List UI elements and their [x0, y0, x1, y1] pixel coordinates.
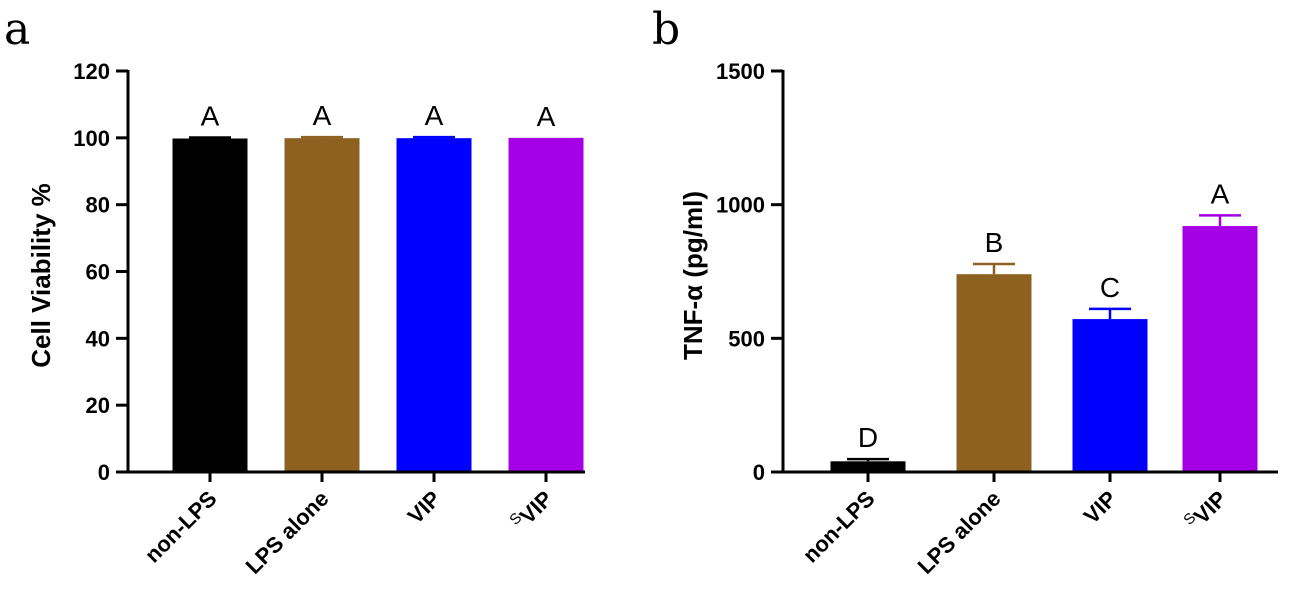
y-tick-label: 60 — [86, 260, 110, 285]
panel-letter: b — [652, 4, 680, 55]
category-label-1: non-LPS — [140, 486, 222, 568]
category-label-3: VIP — [403, 486, 446, 529]
category-label-2: LPS alone — [241, 486, 334, 579]
bar-3 — [1072, 319, 1148, 472]
category-label-1: non-LPS — [798, 486, 880, 568]
bar-2 — [284, 138, 360, 473]
y-tick-label: 40 — [86, 326, 110, 351]
y-tick-label: 500 — [728, 326, 765, 351]
bar-3 — [396, 138, 472, 473]
y-tick-label: 1500 — [716, 59, 765, 84]
significance-label-4: A — [1211, 178, 1230, 209]
significance-label-3: A — [425, 100, 444, 131]
significance-label-4: A — [537, 101, 556, 132]
y-axis-title: Cell Viability % — [26, 183, 56, 367]
category-label-3: VIP — [1079, 486, 1122, 529]
bar-4 — [508, 137, 584, 473]
y-tick-label: 0 — [98, 460, 110, 485]
bar-4 — [1182, 226, 1258, 472]
panel-b-chart: b D B C A 0 500 1000 1500 non-LPS LPS alone VIP SVIP… — [652, 4, 1278, 579]
y-tick-label: 20 — [86, 393, 110, 418]
y-tick-label: 100 — [73, 126, 110, 151]
bar-1 — [172, 138, 248, 473]
category-label-4: SVIP — [506, 484, 557, 535]
significance-label-2: B — [985, 227, 1004, 258]
category-label-2: LPS alone — [913, 486, 1006, 579]
bar-2 — [956, 274, 1032, 472]
y-tick-label: 0 — [753, 460, 765, 485]
panel-letter: a — [4, 4, 30, 55]
category-label-4: SVIP — [1180, 484, 1231, 535]
y-tick-label: 1000 — [716, 193, 765, 218]
panel-a-chart: a A A A A 0 20 40 60 80 100 120 non-LPS LPS alone VIP S… — [4, 4, 585, 579]
y-tick-label: 120 — [73, 59, 110, 84]
significance-label-3: C — [1100, 272, 1120, 303]
y-tick-label: 80 — [86, 193, 110, 218]
bar-1 — [830, 461, 906, 472]
significance-label-1: D — [858, 422, 878, 453]
significance-label-2: A — [313, 100, 332, 131]
significance-label-1: A — [201, 100, 220, 131]
y-axis-title: TNF-α (pg/ml) — [678, 191, 708, 360]
